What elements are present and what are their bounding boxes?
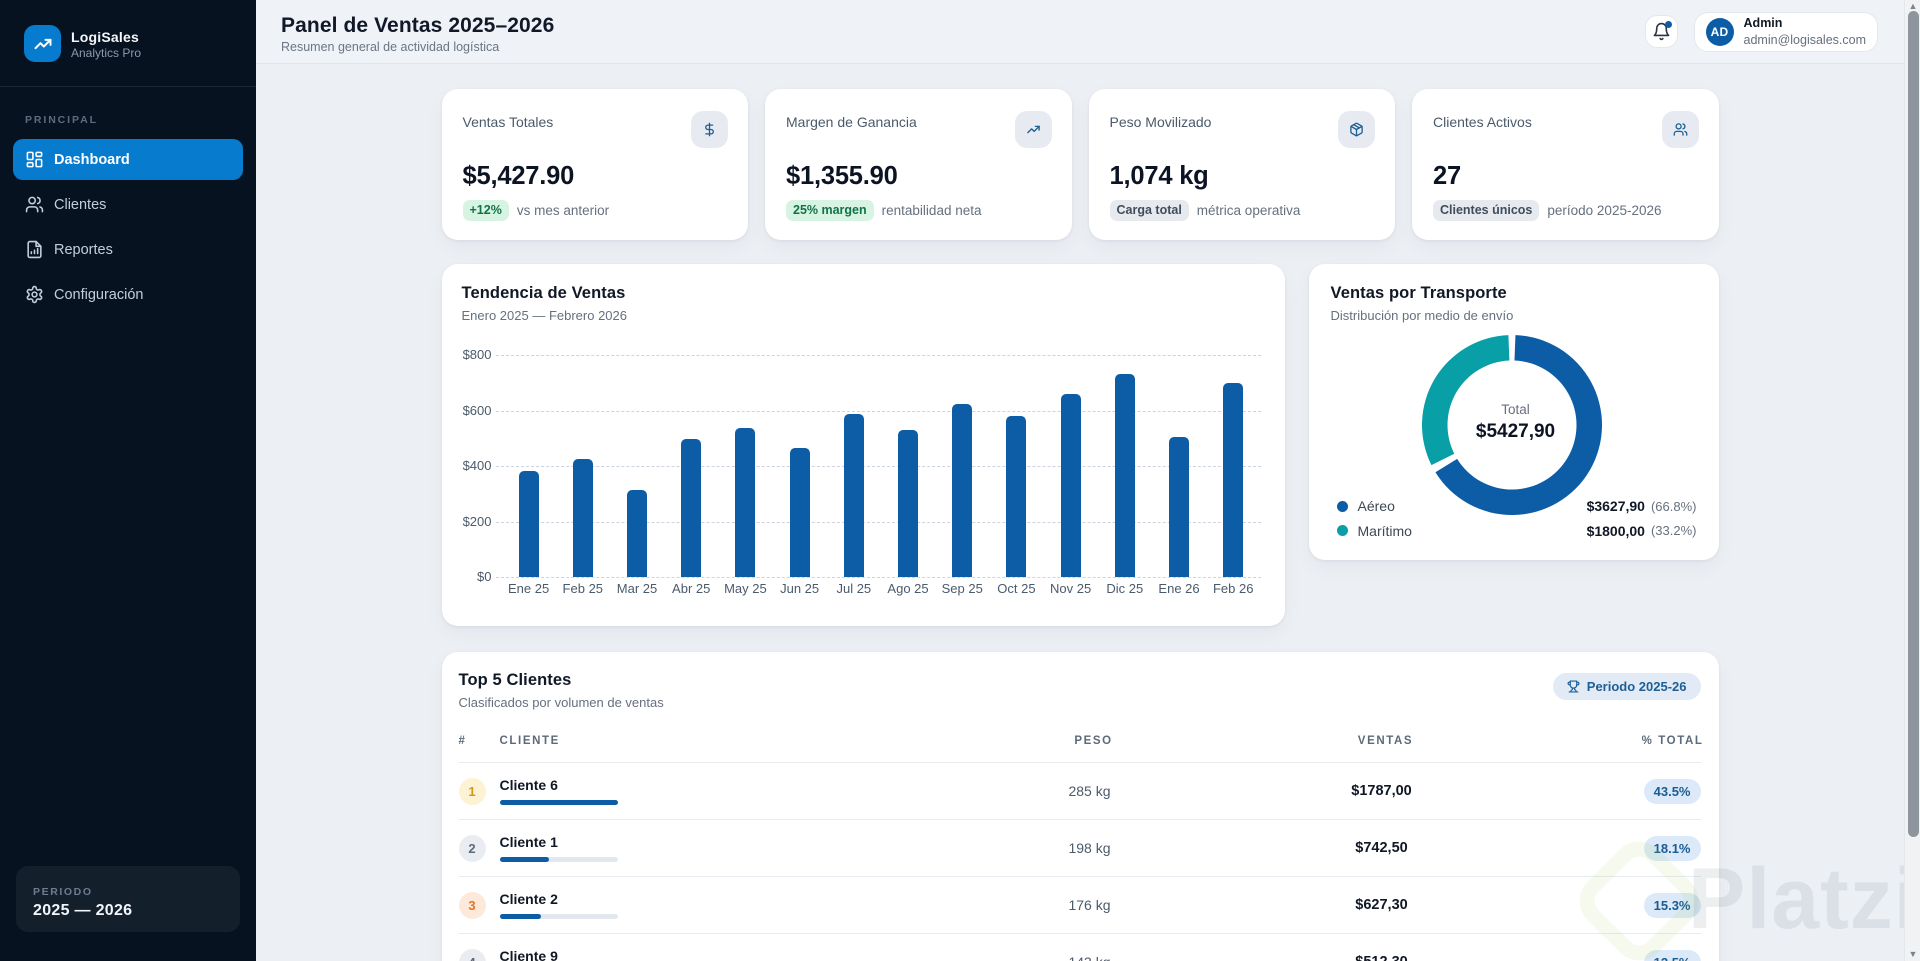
- svg-text:$5427,90: $5427,90: [1475, 421, 1554, 442]
- svg-text:Total: Total: [1501, 402, 1530, 417]
